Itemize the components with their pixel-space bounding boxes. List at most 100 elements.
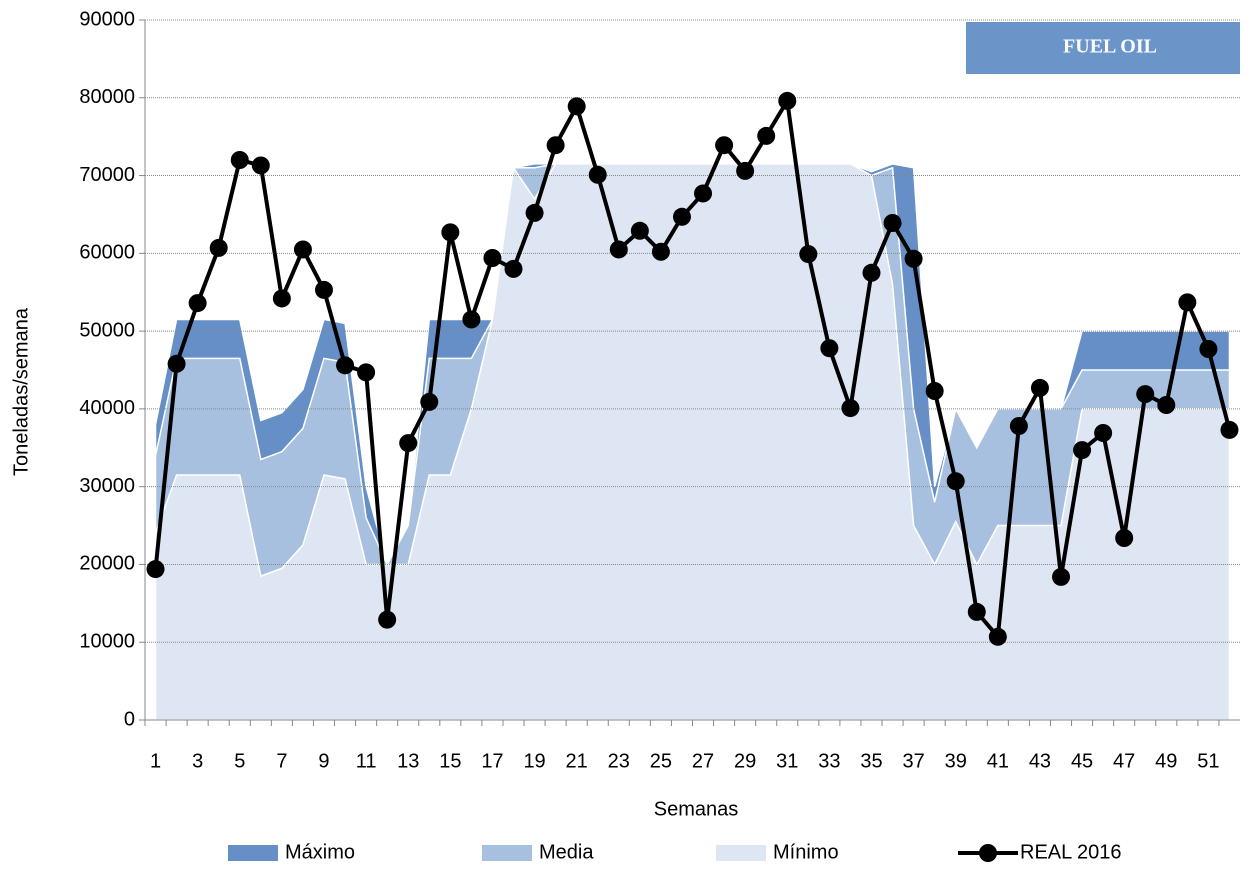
marker <box>799 245 818 264</box>
marker <box>967 602 986 621</box>
x-tick-label: 7 <box>276 750 287 772</box>
marker <box>1030 378 1049 397</box>
y-axis-label: Toneladas/semana <box>10 307 32 476</box>
x-tick-label: 43 <box>1029 750 1051 772</box>
marker <box>1115 529 1134 547</box>
marker <box>715 136 734 155</box>
y-tick-label: 30000 <box>79 475 135 497</box>
marker <box>925 382 944 400</box>
legend-label: Máximo <box>285 841 355 863</box>
marker <box>209 238 228 257</box>
marker <box>1136 385 1155 404</box>
x-tick-label: 25 <box>650 750 672 772</box>
marker <box>1199 340 1218 358</box>
marker <box>314 280 333 299</box>
marker <box>862 263 881 282</box>
marker <box>462 310 481 329</box>
y-tick-label: 10000 <box>79 631 135 653</box>
marker <box>1220 420 1239 439</box>
marker <box>1052 567 1071 586</box>
x-tick-label: 51 <box>1197 750 1219 772</box>
x-tick-label: 11 <box>356 750 377 772</box>
marker <box>672 207 691 226</box>
marker <box>336 356 355 375</box>
x-tick-label: 17 <box>481 750 503 772</box>
x-tick-label: 15 <box>439 750 461 772</box>
marker <box>293 240 312 259</box>
marker <box>651 242 670 261</box>
marker <box>778 91 797 110</box>
marker <box>546 136 565 155</box>
line <box>153 94 1232 642</box>
y-tick-label: 40000 <box>79 397 135 419</box>
marker <box>1073 441 1092 460</box>
y-tick-label: 60000 <box>79 242 135 264</box>
x-tick-label: 41 <box>987 750 1009 772</box>
legend-label: REAL 2016 <box>1020 841 1122 863</box>
x-tick-label: 35 <box>860 750 882 772</box>
marker <box>694 184 713 203</box>
marker <box>904 249 923 268</box>
marker <box>483 249 502 267</box>
y-tick-label: 70000 <box>79 164 135 186</box>
marker <box>630 221 649 240</box>
legend-swatch <box>482 845 532 861</box>
x-tick-label: 29 <box>734 750 756 772</box>
legend-swatch <box>716 845 766 861</box>
marker <box>609 240 628 259</box>
marker <box>588 165 607 184</box>
marker <box>1094 424 1113 442</box>
marker <box>230 151 249 169</box>
x-tick-label: 47 <box>1113 750 1135 772</box>
x-tick-label: 21 <box>566 750 588 772</box>
legend-label: Media <box>539 841 594 863</box>
marker <box>146 560 165 579</box>
annotation-box <box>966 22 1240 74</box>
x-tick-label: 31 <box>776 750 798 772</box>
legend-swatch <box>228 845 278 861</box>
marker <box>567 97 586 116</box>
marker <box>1009 417 1028 435</box>
x-axis-label: Semanas <box>654 798 739 820</box>
marker <box>820 339 839 358</box>
marker <box>525 203 544 222</box>
x-tick-label: 27 <box>692 750 714 772</box>
marker <box>441 223 460 242</box>
marker <box>883 214 902 232</box>
marker <box>420 392 439 411</box>
y-tick-label: 50000 <box>79 319 135 341</box>
legend-marker <box>979 844 997 862</box>
x-tick-label: 23 <box>608 750 630 772</box>
x-tick-label: 9 <box>318 750 329 772</box>
x-tick-label: 19 <box>523 750 545 772</box>
marker <box>736 161 755 180</box>
marker <box>188 294 207 313</box>
marker <box>167 354 186 373</box>
marker <box>988 627 1007 646</box>
marker <box>504 259 523 278</box>
area <box>154 163 1231 721</box>
marker <box>251 156 270 175</box>
x-tick-label: 39 <box>945 750 967 772</box>
marker <box>272 289 291 308</box>
marker <box>841 399 860 418</box>
legend-label: Mínimo <box>773 841 839 863</box>
marker <box>399 434 418 453</box>
marker <box>378 610 397 629</box>
y-tick-label: 80000 <box>79 86 135 108</box>
x-tick-label: 3 <box>192 750 203 772</box>
x-tick-label: 37 <box>902 750 924 772</box>
marker <box>1178 293 1197 312</box>
x-tick-label: 1 <box>150 750 161 772</box>
x-tick-label: 5 <box>234 750 245 772</box>
y-tick-label: 0 <box>124 708 135 730</box>
marker <box>757 126 776 145</box>
y-tick-label: 90000 <box>79 8 135 30</box>
x-tick-label: 13 <box>397 750 419 772</box>
marker <box>946 472 965 491</box>
y-tick-label: 20000 <box>79 553 135 575</box>
x-tick-label: 49 <box>1155 750 1177 772</box>
areas <box>154 163 1231 721</box>
x-tick-label: 33 <box>818 750 840 772</box>
